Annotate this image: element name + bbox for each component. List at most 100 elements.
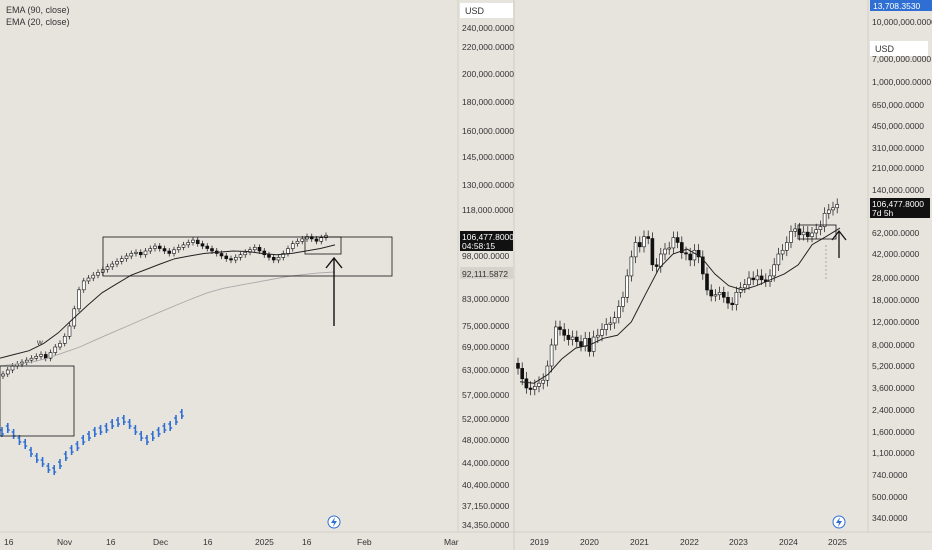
left-ema90-label: 92,111.5872 [460, 267, 513, 279]
candle [553, 326, 558, 346]
x-tick-label: 2020 [580, 537, 599, 547]
small-range-box-annotation[interactable] [304, 236, 342, 255]
y-tick-label: 2,400.0000 [872, 405, 915, 415]
x-tick-label: 16 [4, 537, 14, 547]
candle [549, 344, 554, 367]
lower-box-annotation[interactable] [0, 365, 75, 437]
y-tick-label: 37,150.0000 [462, 501, 510, 511]
candle [646, 236, 651, 239]
candle [789, 231, 793, 243]
candle [780, 249, 785, 255]
candle [39, 354, 43, 357]
candle [143, 250, 148, 256]
y-tick-label: 130,000.0000 [462, 180, 514, 190]
x-tick-label: Feb [357, 537, 372, 547]
y-tick-label: 118,000.0000 [462, 205, 514, 215]
x-tick-label: 16 [106, 537, 116, 547]
ema20-line [0, 244, 336, 359]
candle [86, 277, 91, 282]
candle [600, 329, 604, 336]
legend-ema20[interactable]: EMA (20, close) [6, 17, 70, 27]
candle [48, 352, 53, 359]
svg-text:106,477.8000: 106,477.8000 [462, 232, 514, 242]
candle [324, 235, 328, 239]
right-currency-badge[interactable]: USD [870, 41, 928, 56]
right-price-axis[interactable]: 10,000,000.0000 7,000,000.0000 1,000,000.0… [872, 17, 932, 523]
candle [62, 335, 67, 344]
left-currency-badge[interactable]: USD [460, 3, 513, 18]
up-arrow-annotation[interactable] [325, 256, 343, 326]
candle [612, 317, 617, 324]
x-tick-label: 16 [203, 537, 213, 547]
candle [167, 250, 172, 254]
svg-text:13,708.3530: 13,708.3530 [873, 1, 921, 11]
candle [233, 257, 238, 261]
candle [637, 242, 642, 248]
y-tick-label: 18,000.0000 [872, 295, 920, 305]
candle [243, 251, 248, 256]
svg-text:04:58:15: 04:58:15 [462, 241, 495, 251]
candle [67, 325, 72, 337]
y-tick-label: 160,000.0000 [462, 126, 514, 136]
y-tick-label: 7,000,000.0000 [872, 54, 931, 64]
candle [537, 382, 541, 387]
candle [566, 334, 571, 340]
candle [629, 256, 634, 277]
y-tick-label: 44,000.0000 [462, 458, 510, 468]
candle [43, 354, 48, 359]
candle [58, 343, 62, 348]
candle [562, 329, 567, 336]
ema20-line [519, 227, 841, 384]
candle [181, 244, 186, 248]
candle [532, 386, 537, 390]
candle [558, 326, 562, 330]
candle [730, 302, 735, 306]
y-tick-label: 83,000.0000 [462, 294, 510, 304]
candle [195, 239, 200, 244]
candle [608, 322, 613, 325]
y-tick-label: 740.0000 [872, 470, 908, 480]
candle [667, 247, 672, 250]
lightning-icon[interactable] [832, 515, 846, 529]
candle [5, 369, 10, 375]
candle [238, 254, 243, 258]
candle [671, 237, 676, 249]
x-tick-label: 2023 [729, 537, 748, 547]
candle [679, 242, 684, 254]
candle [709, 289, 714, 297]
candle [157, 245, 162, 249]
lightning-icon[interactable] [327, 515, 341, 529]
x-tick-label: 2024 [779, 537, 798, 547]
candle [172, 249, 176, 254]
right-up-arrow-annotation[interactable] [831, 229, 847, 258]
right-time-axis[interactable]: 2019 2020 2021 2022 2023 2024 2025 [530, 537, 847, 547]
candle [625, 275, 630, 298]
legend-ema90[interactable]: EMA (90, close) [6, 5, 70, 15]
y-tick-label: 75,000.0000 [462, 321, 510, 331]
candle [134, 251, 138, 254]
candle [805, 231, 810, 237]
left-price-axis[interactable]: 240,000.0000 220,000.0000 200,000.0000 180,… [462, 23, 514, 530]
right-price-plot[interactable] [516, 198, 841, 396]
candle [818, 226, 823, 230]
y-tick-label: 145,000.0000 [462, 152, 514, 162]
y-tick-label: 12,000.0000 [872, 317, 920, 327]
candle [826, 209, 831, 214]
left-time-axis[interactable]: 16 Nov 16 Dec 16 2025 16 Feb Mar [4, 537, 459, 547]
candle [148, 248, 153, 252]
candle [793, 228, 798, 232]
y-tick-label: 42,000.0000 [872, 249, 920, 259]
candle [621, 297, 625, 307]
candle [616, 306, 621, 318]
range-box-annotation[interactable] [102, 236, 393, 277]
svg-text:92,111.5872: 92,111.5872 [462, 269, 508, 279]
candle [34, 356, 39, 359]
left-price-plot[interactable] [0, 232, 336, 475]
candle [257, 247, 262, 252]
candle [319, 237, 324, 242]
right-box-annotation[interactable] [797, 224, 837, 240]
candle [191, 239, 195, 243]
y-tick-label: 650,000.0000 [872, 100, 924, 110]
svg-text:7d 5h: 7d 5h [872, 208, 894, 218]
